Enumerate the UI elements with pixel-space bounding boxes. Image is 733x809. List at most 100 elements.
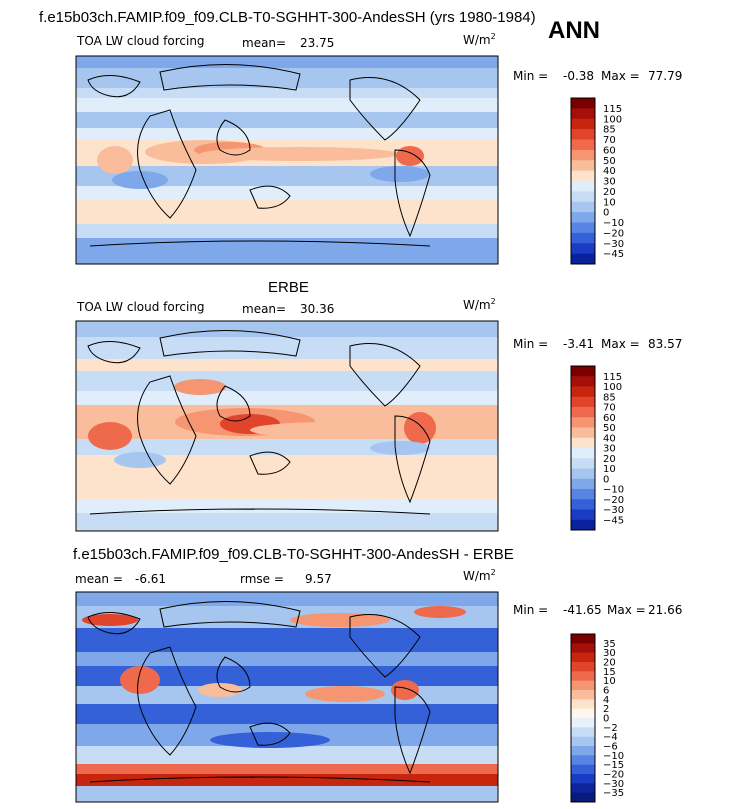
colorbar-swatch xyxy=(571,634,595,644)
colorbar-swatch xyxy=(571,519,595,531)
coastline xyxy=(394,149,431,238)
map-feature xyxy=(396,146,424,166)
map-band xyxy=(76,606,498,628)
colorbar-tick-label: 85 xyxy=(603,125,616,136)
coastline xyxy=(87,612,141,635)
map-frame xyxy=(75,591,499,803)
coastline xyxy=(216,656,251,693)
colorbar-swatch xyxy=(571,489,595,500)
panel-obs-max-value: 83.57 xyxy=(648,337,682,351)
map-band xyxy=(76,224,498,238)
panel-model: TOA LW cloud forcing mean= 23.75 W/m2 xyxy=(75,32,682,265)
colorbar-swatch xyxy=(571,736,595,747)
panel-obs-units: W/m2 xyxy=(463,297,496,312)
colorbar-tick-label: 10 xyxy=(603,676,616,687)
colorbar-tick-label: 115 xyxy=(603,104,622,115)
colorbar-tick-label: 0 xyxy=(603,714,609,725)
colorbar-tick-label: 70 xyxy=(603,135,616,146)
colorbar-tick-label: 115 xyxy=(603,372,622,383)
panel-diff-max-value: 21.66 xyxy=(648,603,682,617)
colorbar-tick-label: 10 xyxy=(603,197,616,208)
panel-model-field: TOA LW cloud forcing xyxy=(76,34,205,48)
map-feature xyxy=(210,732,330,748)
map-frame xyxy=(75,55,499,265)
map-band xyxy=(76,200,498,224)
colorbar-tick-label: 2 xyxy=(603,704,609,715)
colorbar-swatch xyxy=(571,181,595,192)
colorbar-tick-label: −20 xyxy=(603,228,624,239)
map-band xyxy=(76,704,498,724)
colorbar-tick-label: 40 xyxy=(603,433,616,444)
colorbar-tick-label: −20 xyxy=(603,495,624,506)
colorbar-swatch xyxy=(571,108,595,120)
colorbar-tick-label: −10 xyxy=(603,218,624,229)
map-band xyxy=(76,371,498,391)
colorbar-tick-label: 30 xyxy=(603,177,616,188)
colorbar-swatch xyxy=(571,746,595,756)
colorbar-tick-label: 40 xyxy=(603,166,616,177)
panel-diff-map xyxy=(76,592,498,802)
coastline xyxy=(349,77,421,141)
panel-diff-title: f.e15b03ch.FAMIP.f09_f09.CLB-T0-SGHHT-30… xyxy=(73,546,514,563)
coastline xyxy=(137,375,197,485)
panel-model-map xyxy=(76,56,498,264)
colorbar-swatch xyxy=(571,149,595,161)
colorbar-tick-label: 20 xyxy=(603,658,616,669)
colorbar-swatch xyxy=(571,652,595,663)
map-feature xyxy=(404,412,436,444)
colorbar-tick-label: −30 xyxy=(603,505,624,516)
panel-model-min-value: -0.38 xyxy=(563,69,594,83)
colorbar-swatch xyxy=(571,671,595,682)
colorbar-swatch xyxy=(571,386,595,398)
coastline xyxy=(394,415,431,504)
panel-obs-min-label: Min = xyxy=(513,337,548,351)
colorbar-tick-label: 6 xyxy=(603,686,609,697)
colorbar-tick-label: 85 xyxy=(603,392,616,403)
colorbar-swatch xyxy=(571,417,595,428)
colorbar-tick-label: 15 xyxy=(603,667,616,678)
figure-header: f.e15b03ch.FAMIP.f09_f09.CLB-T0-SGHHT-30… xyxy=(39,9,536,26)
panel-diff-units: W/m2 xyxy=(463,568,496,583)
panel-diff-rmse-label: rmse = xyxy=(240,572,284,586)
panel-obs-min-value: -3.41 xyxy=(563,337,594,351)
colorbar-tick-label: −30 xyxy=(603,239,624,250)
coastline xyxy=(159,64,301,91)
map-band xyxy=(76,112,498,128)
coastline xyxy=(137,109,197,219)
colorbar-frame xyxy=(570,365,596,531)
map-feature xyxy=(290,613,390,627)
colorbar-swatch xyxy=(571,478,595,490)
panel-diff-max-label: Max = xyxy=(607,603,646,617)
colorbar-frame xyxy=(570,97,596,265)
map-band xyxy=(76,592,498,606)
map-feature xyxy=(88,422,132,450)
colorbar-swatch xyxy=(571,232,595,244)
map-band xyxy=(76,98,498,112)
map-feature xyxy=(414,606,466,618)
colorbar-tick-label: −15 xyxy=(603,760,624,771)
colorbar-tick-label: −6 xyxy=(603,742,618,753)
panel-obs-field: TOA LW cloud forcing xyxy=(76,300,205,314)
colorbar-tick-label: 60 xyxy=(603,145,616,156)
colorbar-tick-label: 10 xyxy=(603,464,616,475)
colorbar-swatch xyxy=(571,191,595,203)
panel-obs-max-label: Max = xyxy=(601,337,640,351)
map-feature xyxy=(112,171,168,189)
map-feature xyxy=(114,452,166,468)
map-feature xyxy=(370,441,430,455)
colorbar-swatch xyxy=(571,118,595,130)
map-feature xyxy=(370,166,430,182)
colorbar-swatch xyxy=(571,783,595,794)
colorbar-swatch xyxy=(571,468,595,480)
colorbar-tick-label: −4 xyxy=(603,732,618,743)
colorbar-tick-label: −10 xyxy=(603,485,624,496)
colorbar-swatch xyxy=(571,774,595,784)
map-band xyxy=(76,499,498,513)
panel-obs-mean-label: mean= xyxy=(242,302,286,316)
map-band xyxy=(76,513,498,531)
coastline xyxy=(89,776,431,783)
season-label: ANN xyxy=(548,17,600,44)
map-band xyxy=(76,746,498,764)
colorbar-tick-label: −45 xyxy=(603,249,624,260)
